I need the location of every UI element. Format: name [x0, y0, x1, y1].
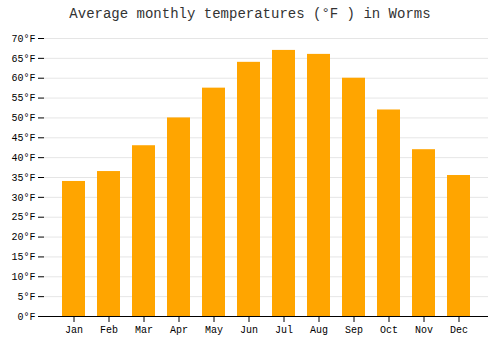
svg-text:70°F: 70°F: [11, 34, 35, 45]
svg-text:May: May: [205, 325, 223, 336]
svg-text:Sep: Sep: [345, 325, 363, 336]
svg-text:Apr: Apr: [170, 325, 188, 336]
svg-text:Jul: Jul: [275, 325, 293, 336]
svg-text:50°F: 50°F: [11, 113, 35, 124]
svg-text:25°F: 25°F: [11, 212, 35, 223]
svg-text:30°F: 30°F: [11, 193, 35, 204]
svg-text:45°F: 45°F: [11, 133, 35, 144]
svg-text:55°F: 55°F: [11, 93, 35, 104]
svg-text:20°F: 20°F: [11, 232, 35, 243]
svg-text:Feb: Feb: [100, 325, 118, 336]
svg-text:Dec: Dec: [450, 325, 468, 336]
svg-text:60°F: 60°F: [11, 73, 35, 84]
svg-text:0°F: 0°F: [17, 312, 35, 323]
svg-text:Nov: Nov: [415, 325, 433, 336]
svg-text:40°F: 40°F: [11, 153, 35, 164]
svg-text:15°F: 15°F: [11, 252, 35, 263]
svg-text:Jun: Jun: [240, 325, 258, 336]
svg-text:65°F: 65°F: [11, 54, 35, 65]
svg-text:35°F: 35°F: [11, 173, 35, 184]
svg-text:Aug: Aug: [310, 325, 328, 336]
svg-text:Oct: Oct: [380, 325, 398, 336]
svg-text:10°F: 10°F: [11, 272, 35, 283]
svg-text:Mar: Mar: [135, 325, 153, 336]
html-text:Average monthly temperatures (: Average monthly temperatures (°F ) in Wo…: [69, 6, 431, 22]
svg-text:Jan: Jan: [65, 325, 83, 336]
svg-text:5°F: 5°F: [17, 292, 35, 303]
